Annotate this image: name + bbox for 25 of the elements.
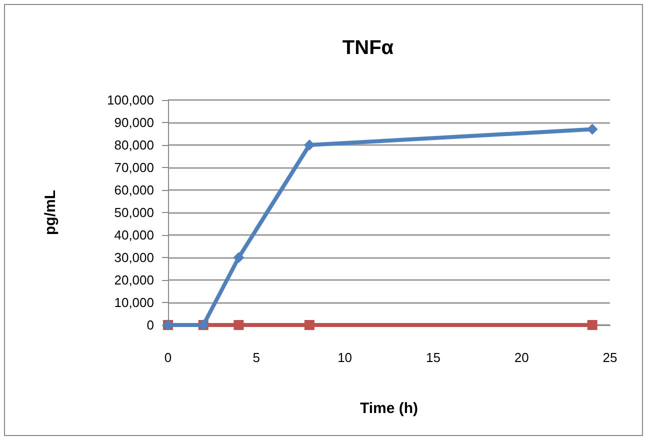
x-tick-label: 20	[514, 350, 529, 365]
x-axis-title: Time (h)	[360, 400, 418, 417]
x-tick-label: 10	[338, 350, 352, 365]
y-tick-label: 10,000	[114, 295, 154, 310]
y-tick-label: 50,000	[114, 205, 154, 220]
y-tick-label: 30,000	[114, 250, 154, 265]
y-tick-label: 90,000	[114, 115, 154, 130]
point	[233, 252, 244, 263]
y-tick-label: 100,000	[107, 92, 154, 108]
x-tick-label: 5	[252, 350, 260, 365]
point	[304, 140, 315, 150]
y-axis-title: pg/mL	[42, 190, 59, 235]
point	[304, 320, 314, 330]
x-tick-label: 25	[602, 350, 618, 365]
y-tick-label: 80,000	[114, 138, 154, 152]
y-tick-label: 40,000	[114, 228, 154, 242]
y-tick-label: 0	[146, 318, 154, 332]
x-tick-label: 0	[164, 350, 172, 365]
chart-title: TNFα	[342, 37, 394, 59]
x-tick-label: 15	[426, 350, 440, 365]
y-tick-label: 70,000	[114, 160, 154, 175]
point	[587, 320, 598, 330]
y-tick-label: 60,000	[114, 182, 154, 198]
point	[234, 320, 244, 330]
y-tick-label: 20,000	[114, 272, 154, 288]
